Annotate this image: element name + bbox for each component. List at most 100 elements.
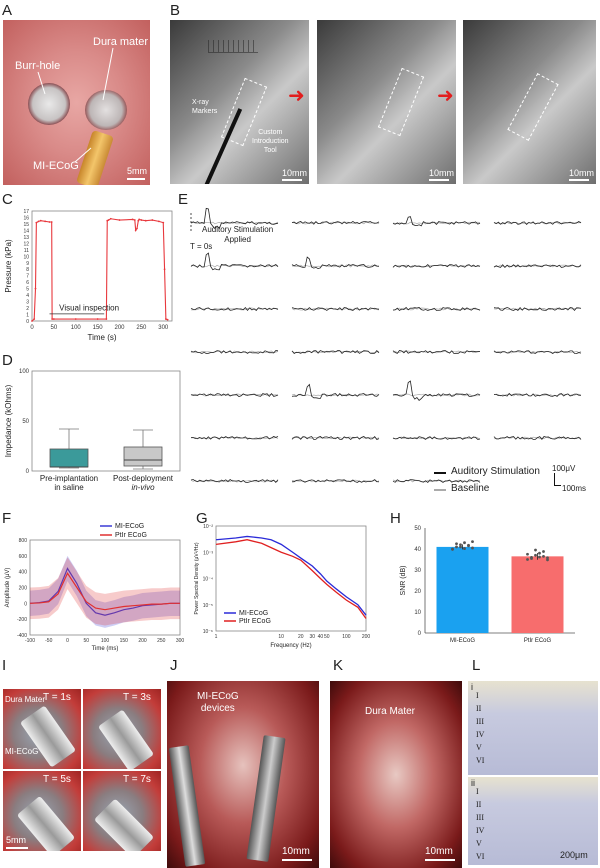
pressure-point (52, 318, 55, 320)
tool-i2 (97, 709, 155, 769)
data-point (530, 557, 533, 560)
pressure-point (140, 219, 143, 221)
data-point (455, 545, 458, 549)
scale-time-label: 100ms (562, 484, 587, 493)
panel-label-e: E (178, 191, 189, 208)
x-axis-label: Frequency (Hz) (270, 643, 311, 649)
data-point (463, 541, 466, 545)
plot-frame (215, 525, 367, 632)
x-axis-label: Time (ms) (92, 646, 119, 652)
stimulation-trace (190, 436, 279, 440)
device-j-right (246, 735, 286, 862)
x-tick-label: 200 (138, 638, 147, 644)
pressure-point (109, 217, 112, 220)
pressure-point (35, 221, 38, 224)
stimulation-trace (190, 392, 279, 398)
pressure-point (33, 318, 36, 320)
layer-i-5: V (476, 743, 482, 752)
dura-label-k: Dura Mater (365, 706, 416, 717)
y-tick-label: 4 (26, 293, 29, 299)
legend-stim-label: Auditory Stimulation (451, 466, 540, 477)
y-tick-label: 10⁻⁴ (203, 577, 213, 583)
x-axis-label: Time (s) (87, 333, 116, 342)
y-tick-label: 8 (26, 267, 29, 273)
scale-label-l: 200μm (560, 850, 588, 860)
data-point (546, 558, 549, 562)
x-tick-label: 200 (114, 325, 125, 331)
scale-label-b1: 10mm (282, 168, 308, 178)
pressure-point (151, 219, 154, 221)
stimulation-trace (291, 349, 380, 355)
pressure-point (162, 221, 165, 224)
data-point (534, 553, 537, 557)
stim-applied-label: Auditory Stimulation Applied (202, 225, 274, 244)
y-tick-label: 14 (23, 228, 29, 234)
burr-hole-label: Burr-hole (15, 60, 61, 72)
stimulation-trace (493, 221, 582, 225)
stimulation-trace (392, 350, 481, 354)
confidence-band (30, 557, 180, 626)
pressure-point (166, 318, 169, 321)
time-label-4: T = 7s (123, 774, 151, 785)
scale-bar-a (127, 178, 145, 180)
stimulation-trace (190, 252, 279, 271)
amplitude-chart: -400 -200 0 200 400 600 800 -100 -50 0 50 100 150 200… (5, 523, 184, 652)
dura-label-i: Dura Mater (5, 695, 46, 704)
pressure-point (39, 219, 42, 222)
y-axis-label: Power Spectral Density (μV²/Hz) (194, 542, 200, 614)
mi-ecog-label: MI-ECoG (33, 160, 79, 172)
scale-bar-b3 (569, 179, 589, 181)
x-tick-label: 50 (324, 634, 330, 640)
layer-list-i: I II III IV V VI (476, 689, 484, 767)
y-tick-label: 2 (26, 306, 29, 312)
data-point (526, 552, 529, 556)
stimulation-trace (291, 256, 380, 270)
y-tick-label: 30 (414, 568, 421, 574)
layer-list-ii: I II III IV V VI (476, 785, 484, 863)
y-tick-label: 9 (26, 261, 29, 267)
category-label: in saline (54, 483, 84, 492)
pressure-point (157, 220, 160, 223)
y-tick-label: 20 (414, 589, 421, 595)
stimulation-trace (392, 264, 481, 269)
legend-baseline-label: Baseline (451, 483, 490, 494)
stimulation-trace (493, 436, 582, 440)
data-point (546, 556, 549, 560)
label-l-i: i (471, 682, 473, 692)
pressure-point (37, 220, 40, 223)
pressure-point (31, 320, 33, 322)
annotation-label: Visual inspection (59, 304, 119, 313)
tool-i4 (93, 798, 155, 851)
data-point (463, 547, 466, 550)
panel-a-photo: Burr-hole Dura mater MI-ECoG 5mm (3, 20, 150, 185)
scale-bar-j (282, 859, 312, 861)
plot-frame (29, 539, 181, 636)
stimulation-trace (190, 478, 279, 484)
y-tick-label: 50 (414, 526, 421, 532)
y-tick-label: 600 (19, 554, 28, 560)
panel-b-xray-3: 10mm (463, 20, 596, 184)
stimulation-trace (291, 383, 380, 399)
time-label-2: T = 3s (123, 692, 151, 703)
stimulation-trace (190, 207, 279, 230)
data-point (526, 558, 529, 561)
y-tick-label: 800 (19, 538, 28, 544)
data-point (467, 543, 470, 547)
stimulation-trace (291, 221, 380, 225)
panel-label-b: B (170, 2, 181, 19)
layer-ii-4: IV (476, 826, 485, 835)
data-point (451, 548, 454, 551)
stimulation-trace (291, 307, 380, 311)
y-tick-label: -200 (17, 617, 27, 623)
panel-label-l: L (472, 657, 481, 674)
panel-k-photo: Dura Mater 10mm (330, 681, 462, 868)
y-tick-label: 10⁻⁵ (203, 603, 213, 609)
panel-i-frame-4: T = 7s (83, 771, 161, 851)
arrow-2: ➜ (437, 85, 454, 107)
psd-chart: 10⁻⁶ 10⁻⁵ 10⁻⁴ 10⁻³ 10⁻² 1 10 20 30 40 50 100 200 Fre… (194, 524, 370, 649)
y-tick-label: 0 (24, 601, 27, 607)
burr-hole-right (85, 90, 127, 130)
pressure-point (96, 318, 99, 320)
legend-stim-line (434, 472, 446, 474)
